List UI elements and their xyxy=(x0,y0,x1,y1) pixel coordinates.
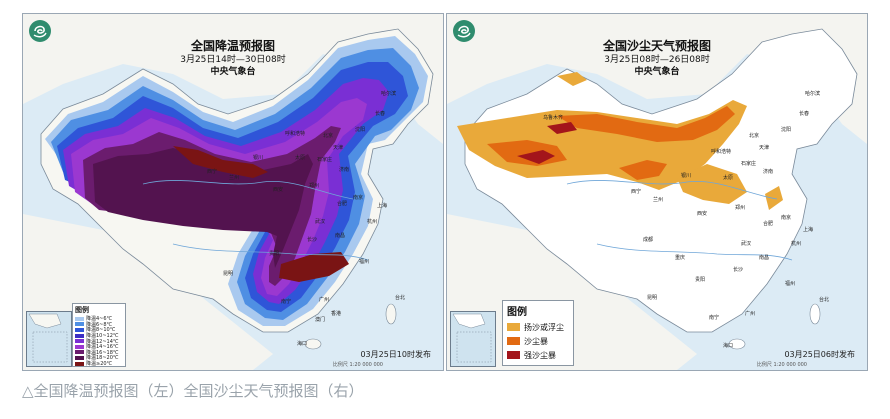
cma-logo-icon xyxy=(453,20,475,42)
city-label: 石家庄 xyxy=(317,157,333,163)
south-china-sea-inset xyxy=(26,311,72,367)
city-label: 兰州 xyxy=(229,175,240,181)
city-label: 太原 xyxy=(295,155,306,161)
cooling-legend: 图例 降温4~6℃ 降温6~8℃ 降温8~10℃ 降温10~12℃ 降温12~1… xyxy=(72,303,126,367)
city-label: 上海 xyxy=(803,227,814,233)
city-label: 济南 xyxy=(339,167,350,173)
city-label: 长春 xyxy=(375,111,386,117)
cooling-scale-text: 比例尺 1:20 000 000 xyxy=(332,362,383,368)
dust-map-title: 全国沙尘天气预报图 xyxy=(602,39,711,53)
south-china-sea-inset xyxy=(450,311,496,367)
dust-issue-time: 03月25日06时发布 xyxy=(784,350,855,359)
city-label: 昆明 xyxy=(223,271,234,277)
legend-item: 降温18~20℃ xyxy=(73,355,125,361)
dust-issuer: 中央气象台 xyxy=(634,67,680,77)
city-label: 南京 xyxy=(781,215,792,221)
dust-forecast-map: 全国沙尘天气预报图 3月25日08时—26日08时 中央气象台 乌鲁木齐 哈尔滨… xyxy=(446,13,868,371)
cooling-time-range: 3月25日14时—30日08时 xyxy=(180,55,286,65)
city-label: 南昌 xyxy=(759,255,770,261)
legend-item: 沙尘暴 xyxy=(503,334,573,348)
city-label: 武汉 xyxy=(741,241,752,247)
city-label: 天津 xyxy=(333,145,344,151)
cooling-map-title: 全国降温预报图 xyxy=(190,39,275,53)
city-label: 呼和浩特 xyxy=(285,131,306,137)
city-label: 杭州 xyxy=(791,241,802,247)
city-label: 长沙 xyxy=(733,267,744,273)
city-label: 上海 xyxy=(377,203,388,209)
city-label: 济南 xyxy=(763,169,774,175)
city-label: 西安 xyxy=(273,187,284,193)
legend-item: 降温8~10℃ xyxy=(73,327,125,333)
city-label: 长春 xyxy=(799,111,810,117)
legend-item: 降温4~6℃ xyxy=(73,316,125,322)
cooling-title-block: 全国降温预报图 3月25日14时—30日08时 中央气象台 xyxy=(23,38,443,79)
city-label: 台北 xyxy=(395,295,406,301)
city-label: 北京 xyxy=(323,133,334,139)
legend-item: 降温16~18℃ xyxy=(73,350,125,356)
dust-map-graphic xyxy=(447,14,867,370)
city-label: 广州 xyxy=(745,311,756,317)
city-label: 西宁 xyxy=(631,189,642,195)
legend-item: 降温10~12℃ xyxy=(73,333,125,339)
city-label: 贵阳 xyxy=(695,277,706,283)
city-label: 银川 xyxy=(253,155,264,161)
city-label: 沈阳 xyxy=(781,127,792,133)
cma-logo-icon xyxy=(29,20,51,42)
city-label: 重庆 xyxy=(675,255,686,261)
city-label: 西安 xyxy=(697,211,708,217)
city-label: 呼和浩特 xyxy=(711,149,732,155)
city-label: 南宁 xyxy=(281,299,292,305)
city-label: 南京 xyxy=(353,195,364,201)
city-label: 杭州 xyxy=(367,219,378,225)
city-label: 长沙 xyxy=(307,237,318,243)
cooling-map-graphic xyxy=(23,14,443,370)
city-label: 香港 xyxy=(331,311,342,317)
city-label: 西宁 xyxy=(207,169,218,175)
legend-item: 降温12~14℃ xyxy=(73,338,125,345)
city-label: 石家庄 xyxy=(741,161,757,167)
city-label: 天津 xyxy=(759,145,770,151)
cooling-forecast-map: 全国降温预报图 3月25日14时—30日08时 中央气象台 哈尔滨 长春 沈阳 … xyxy=(22,13,444,371)
legend-item: 降温14~16℃ xyxy=(73,344,125,350)
city-label: 北京 xyxy=(749,133,760,139)
city-label: 哈尔滨 xyxy=(805,91,821,97)
city-label: 郑州 xyxy=(309,183,320,189)
city-label: 福州 xyxy=(785,281,796,287)
city-label: 乌鲁木齐 xyxy=(543,115,564,121)
city-label: 海口 xyxy=(297,341,308,347)
cooling-issue-time: 03月25日10时发布 xyxy=(360,350,431,359)
dust-legend-title: 图例 xyxy=(507,307,527,318)
city-label: 南宁 xyxy=(709,315,720,321)
dust-legend: 图例 扬沙或浮尘 沙尘暴 强沙尘暴 xyxy=(502,300,574,366)
dust-scale-text: 比例尺 1:20 000 000 xyxy=(756,362,807,368)
city-label: 银川 xyxy=(681,173,692,179)
city-label: 昆明 xyxy=(647,295,658,301)
city-label: 太原 xyxy=(723,175,734,181)
dust-time-range: 3月25日08时—26日08时 xyxy=(604,55,710,65)
city-label: 沈阳 xyxy=(355,127,366,133)
city-label: 郑州 xyxy=(735,205,746,211)
legend-item: 降温≥20℃ xyxy=(73,361,125,367)
city-label: 福州 xyxy=(359,259,370,265)
figure-caption: △全国降温预报图（左）全国沙尘天气预报图（右） xyxy=(22,382,364,400)
legend-item: 扬沙或浮尘 xyxy=(503,320,573,334)
city-label: 合肥 xyxy=(763,221,774,227)
cooling-issuer: 中央气象台 xyxy=(210,67,256,77)
city-label: 海口 xyxy=(723,343,734,349)
city-label: 澳门 xyxy=(315,317,326,323)
dust-title-block: 全国沙尘天气预报图 3月25日08时—26日08时 中央气象台 xyxy=(447,38,867,79)
city-label: 台北 xyxy=(819,297,830,303)
city-label: 成都 xyxy=(643,237,654,243)
city-label: 兰州 xyxy=(653,197,664,203)
city-label: 广州 xyxy=(319,297,330,303)
city-label: 武汉 xyxy=(315,219,326,225)
city-label: 合肥 xyxy=(337,201,348,207)
city-label: 贵阳 xyxy=(269,251,280,257)
legend-item: 强沙尘暴 xyxy=(503,348,573,362)
legend-item: 降温6~8℃ xyxy=(73,322,125,328)
city-label: 南昌 xyxy=(335,233,346,239)
city-label: 哈尔滨 xyxy=(381,91,397,97)
cooling-legend-title: 图例 xyxy=(75,306,89,314)
